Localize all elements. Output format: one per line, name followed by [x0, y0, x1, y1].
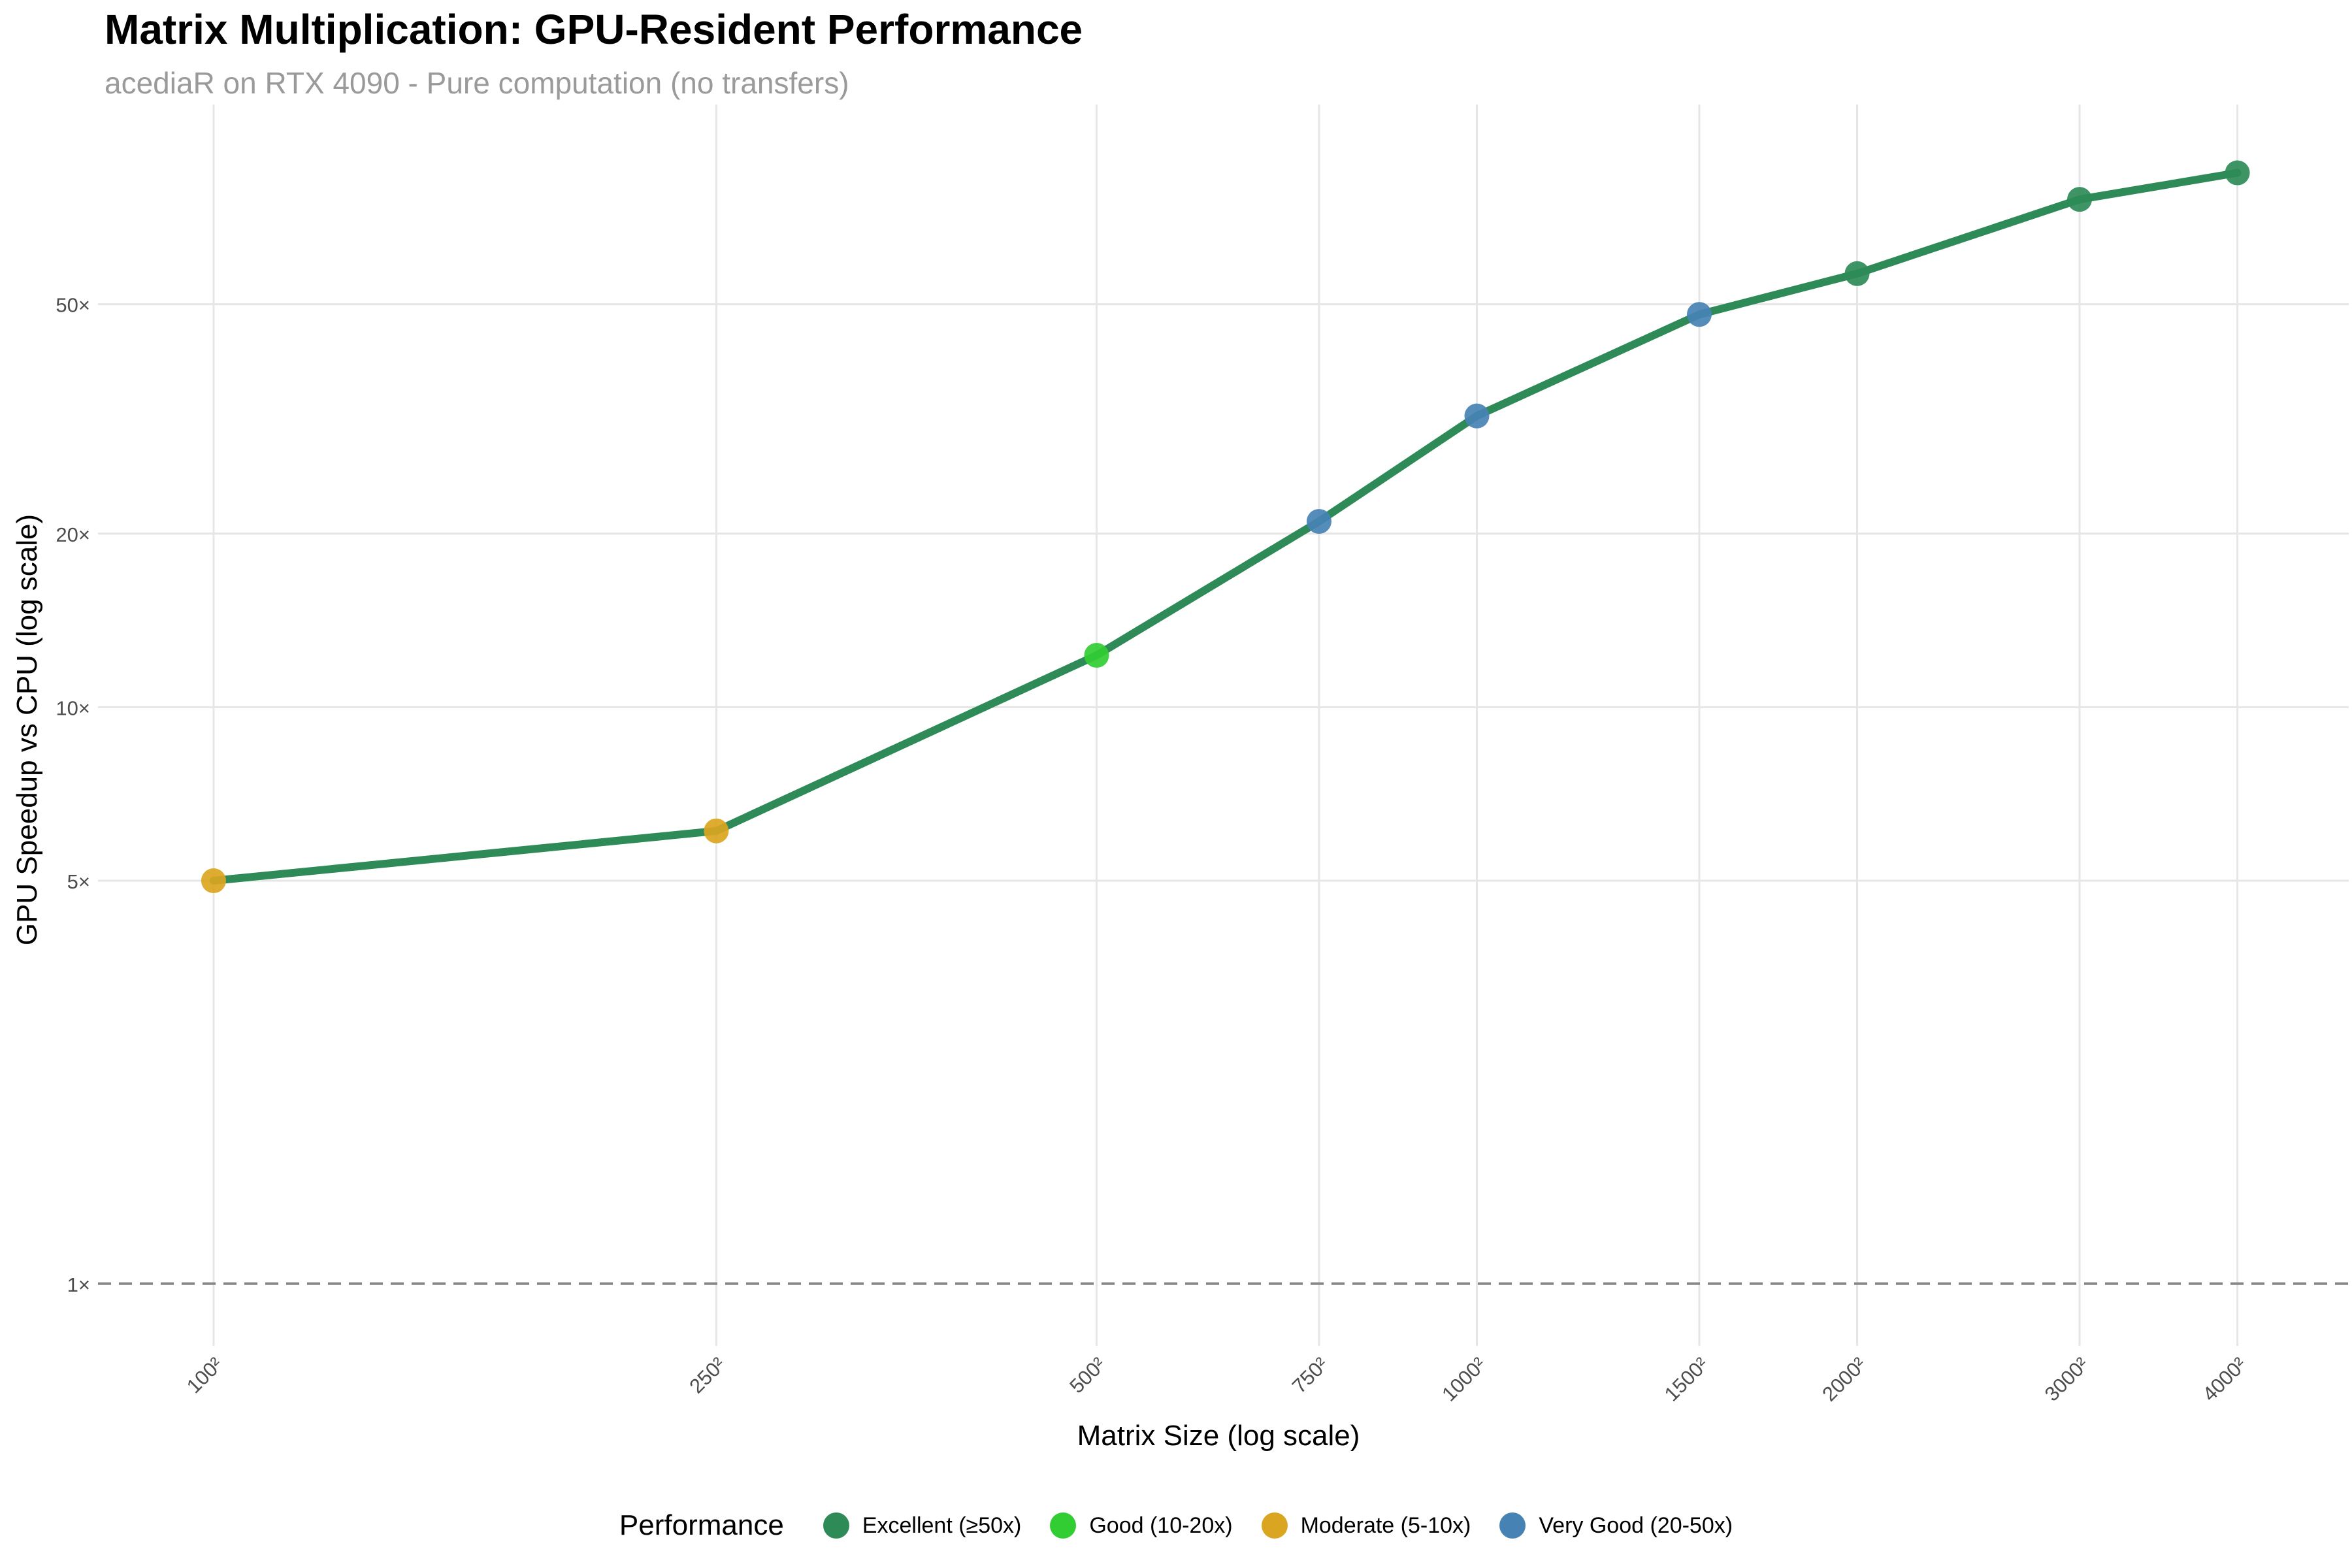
legend-title: Performance: [619, 1509, 784, 1541]
data-point: [1686, 302, 1712, 327]
legend-label: Very Good (20-50x): [1539, 1512, 1733, 1538]
y-tick-label: 20×: [56, 523, 90, 546]
x-tick-label: 1000²: [1437, 1353, 1490, 1406]
y-tick-label: 5×: [67, 870, 90, 893]
y-axis-title: GPU Speedup vs CPU (log scale): [11, 514, 43, 945]
legend-item: Excellent (≥50x): [823, 1512, 1022, 1539]
legend-label: Good (10-20x): [1089, 1512, 1233, 1538]
speedup-line: [209, 169, 2242, 885]
data-point: [1844, 261, 1870, 286]
x-tick-label: 750²: [1288, 1353, 1333, 1398]
data-point: [2067, 187, 2093, 212]
data-point: [1306, 509, 1331, 534]
legend-item: Moderate (5-10x): [1261, 1512, 1471, 1539]
legend-label: Moderate (5-10x): [1300, 1512, 1471, 1538]
x-axis-title: Matrix Size (log scale): [1077, 1420, 1360, 1452]
data-point: [704, 818, 729, 843]
legend-label: Excellent (≥50x): [862, 1512, 1022, 1538]
data-point: [201, 868, 226, 894]
legend-dot: [1050, 1512, 1077, 1539]
x-tick-label: 250²: [685, 1353, 730, 1398]
points-layer: [201, 160, 2250, 894]
data-point: [1084, 643, 1109, 668]
chart-title: Matrix Multiplication: GPU-Resident Perf…: [105, 6, 1083, 53]
chart-subtitle: acediaR on RTX 4090 - Pure computation (…: [105, 66, 849, 100]
y-tick-label: 10×: [56, 696, 90, 719]
x-tick-label: 3000²: [2040, 1353, 2093, 1406]
legend-dot: [1261, 1512, 1288, 1539]
data-point: [2225, 160, 2250, 186]
legend-dot: [823, 1512, 849, 1539]
y-tick-label: 50×: [56, 294, 90, 317]
y-tick-labels: 1× 5× 10× 20× 50×: [56, 294, 90, 1296]
data-point: [1464, 403, 1490, 429]
legend: Performance Excellent (≥50x) Good (10-20x…: [0, 1503, 2352, 1548]
legend-item: Good (10-20x): [1050, 1512, 1233, 1539]
grid-layer: [98, 105, 2349, 1346]
x-tick-label: 1500²: [1660, 1353, 1713, 1406]
legend-dot: [1499, 1512, 1526, 1539]
x-tick-label: 2000²: [1818, 1353, 1870, 1406]
y-tick-label: 1×: [67, 1273, 90, 1296]
x-tick-labels: 100² 250² 500² 750² 1000² 1500² 2000² 3000² 4000…: [182, 1353, 2251, 1406]
x-tick-label: 500²: [1065, 1353, 1110, 1398]
x-tick-label: 100²: [182, 1353, 227, 1398]
legend-item: Very Good (20-50x): [1499, 1512, 1733, 1539]
x-tick-label: 4000²: [2198, 1353, 2251, 1406]
series-line-layer: [209, 169, 2242, 885]
